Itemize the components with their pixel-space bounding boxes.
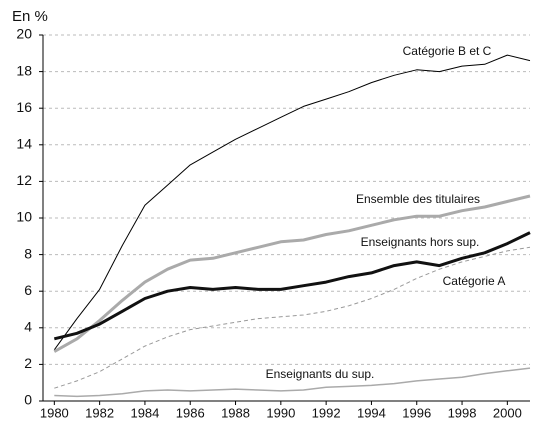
x-tick-label: 1986 <box>176 405 205 420</box>
y-tick-label: 8 <box>24 245 32 261</box>
x-tick-label: 1984 <box>130 405 159 420</box>
series-label: Catégorie B et C <box>403 44 492 58</box>
y-tick-label: 12 <box>16 172 32 188</box>
x-tick-label: 1994 <box>357 405 386 420</box>
series-label: Ensemble des titulaires <box>356 192 480 206</box>
series-line <box>54 246 531 389</box>
x-tick-label: 1980 <box>40 405 69 420</box>
y-tick-label: 14 <box>16 136 32 152</box>
series-line <box>54 367 531 398</box>
x-tick-label: 1992 <box>312 405 341 420</box>
series-label: Enseignants du sup. <box>266 367 375 381</box>
x-tick-label: 1982 <box>85 405 114 420</box>
x-tick-label: 1996 <box>402 405 431 420</box>
y-tick-label: 4 <box>24 319 32 335</box>
x-tick-label: 1988 <box>221 405 250 420</box>
y-tick-label: 10 <box>16 209 32 225</box>
y-tick-label: 18 <box>16 62 32 78</box>
x-tick-label: 1998 <box>448 405 477 420</box>
series-label: Enseignants hors sup. <box>361 235 480 249</box>
y-tick-label: 0 <box>24 392 32 408</box>
y-tick-label: 2 <box>24 355 32 371</box>
y-axis-label: En % <box>12 8 48 25</box>
series-line <box>53 231 531 341</box>
series-line <box>53 54 531 351</box>
y-tick-label: 20 <box>16 26 32 42</box>
series-line <box>53 194 531 353</box>
y-tick-label: 6 <box>24 282 32 298</box>
x-tick-label: 1990 <box>266 405 295 420</box>
series-label: Catégorie A <box>443 274 506 288</box>
y-tick-label: 16 <box>16 99 32 115</box>
x-tick-label: 2000 <box>493 405 522 420</box>
